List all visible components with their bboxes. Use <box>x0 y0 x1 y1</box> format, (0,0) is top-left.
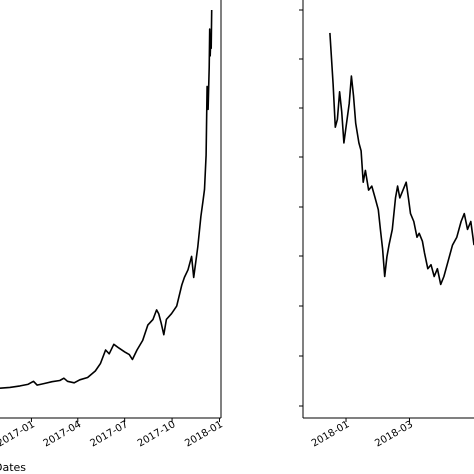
right-y-ticks <box>299 9 303 407</box>
right-x-ticks: 2018-01 2018-03 <box>310 418 415 449</box>
left-x-tick-label: 2017-04 <box>42 419 84 449</box>
left-x-ticks: 2017-01 2017-04 2017-07 2017-10 2018-01 <box>0 418 225 449</box>
right-chart: 2018-01 2018-03 <box>299 0 474 449</box>
left-x-tick-label: 2018-01 <box>183 419 225 449</box>
left-x-tick-label: 2017-07 <box>88 419 130 449</box>
left-x-tick-label: 2017-01 <box>0 419 37 449</box>
left-series-line <box>0 9 213 389</box>
left-x-axis-label: Dates <box>0 461 26 474</box>
right-series-line <box>329 32 474 286</box>
right-x-tick-label: 2018-03 <box>373 419 415 449</box>
left-x-tick-label: 2017-10 <box>136 419 178 449</box>
right-x-tick-label: 2018-01 <box>310 419 352 449</box>
